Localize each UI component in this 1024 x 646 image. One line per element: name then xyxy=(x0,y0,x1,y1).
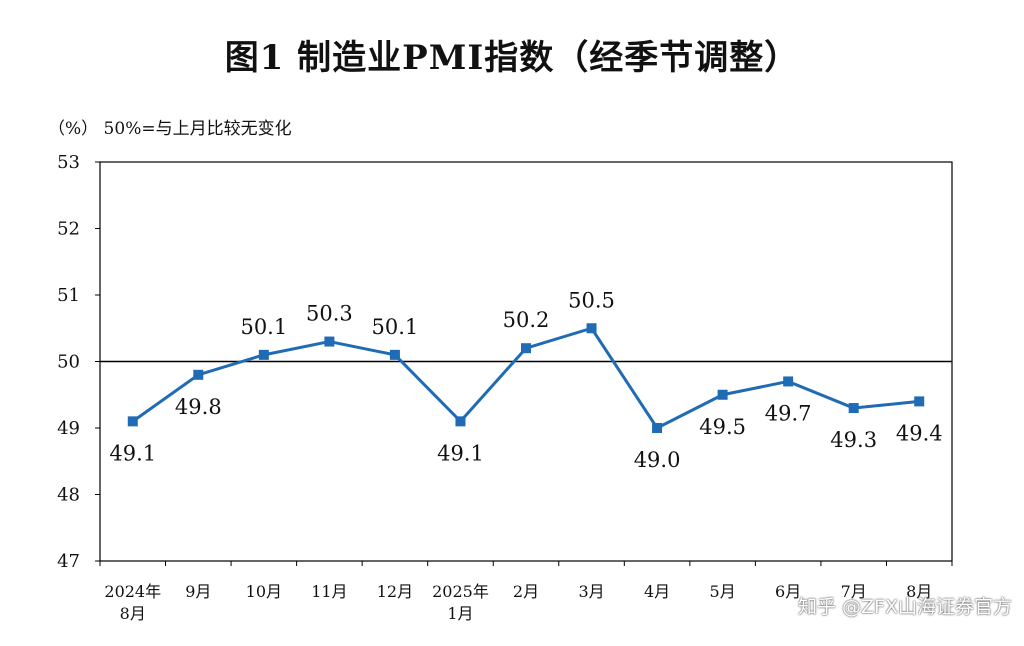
y-tick-label: 53 xyxy=(57,152,80,173)
data-label: 49.1 xyxy=(109,441,156,465)
data-point xyxy=(127,416,138,427)
x-tick-label: 1月 xyxy=(447,604,473,623)
data-label: 49.1 xyxy=(437,441,484,465)
data-label: 50.2 xyxy=(503,308,550,332)
data-label: 49.0 xyxy=(634,448,681,472)
x-tick-label: 4月 xyxy=(644,582,670,601)
y-tick-label: 48 xyxy=(57,485,80,506)
chart-title: 图1 制造业PMI指数（经季节调整） xyxy=(224,38,800,78)
unit-note: （%） 50%=与上月比较无变化 xyxy=(48,119,292,139)
data-label: 50.5 xyxy=(568,288,615,312)
x-tick-label: 8月 xyxy=(906,582,932,601)
data-point xyxy=(193,369,204,380)
y-tick-label: 50 xyxy=(57,352,80,373)
y-tick-label: 49 xyxy=(57,418,80,439)
y-tick-label: 47 xyxy=(57,551,80,572)
data-point xyxy=(783,376,794,387)
x-tick-label: 11月 xyxy=(311,582,347,601)
data-point xyxy=(848,403,859,414)
x-tick-label: 2024年 xyxy=(104,582,161,601)
x-tick-label: 8月 xyxy=(120,604,146,623)
x-tick-label: 2025年 xyxy=(432,582,489,601)
x-tick-label: 12月 xyxy=(377,582,413,601)
data-point xyxy=(586,323,597,334)
data-label: 50.1 xyxy=(372,315,419,339)
data-point xyxy=(652,423,663,433)
data-point xyxy=(717,389,728,400)
x-tick-label: 10月 xyxy=(246,582,282,601)
x-tick-label: 7月 xyxy=(841,582,867,601)
x-tick-label: 6月 xyxy=(775,582,801,601)
watermark: 知乎 @ZFX山海证券官方 xyxy=(797,596,1012,618)
data-point xyxy=(914,396,925,407)
data-point xyxy=(521,343,531,354)
data-label: 50.3 xyxy=(306,302,353,326)
data-label: 49.4 xyxy=(896,421,943,445)
data-label: 49.5 xyxy=(699,415,746,439)
x-tick-label: 2月 xyxy=(513,582,539,601)
data-label: 50.1 xyxy=(240,315,287,339)
data-point xyxy=(389,349,400,360)
data-label: 49.3 xyxy=(830,428,877,452)
y-tick-label: 52 xyxy=(57,219,80,240)
data-label: 49.8 xyxy=(175,395,222,419)
data-point xyxy=(455,416,466,427)
data-label: 49.7 xyxy=(765,401,812,425)
data-point xyxy=(258,349,269,360)
x-tick-label: 5月 xyxy=(710,582,736,601)
x-tick-label: 9月 xyxy=(185,582,211,601)
y-tick-label: 51 xyxy=(57,285,80,306)
data-point xyxy=(324,336,335,347)
x-tick-label: 3月 xyxy=(578,582,604,601)
